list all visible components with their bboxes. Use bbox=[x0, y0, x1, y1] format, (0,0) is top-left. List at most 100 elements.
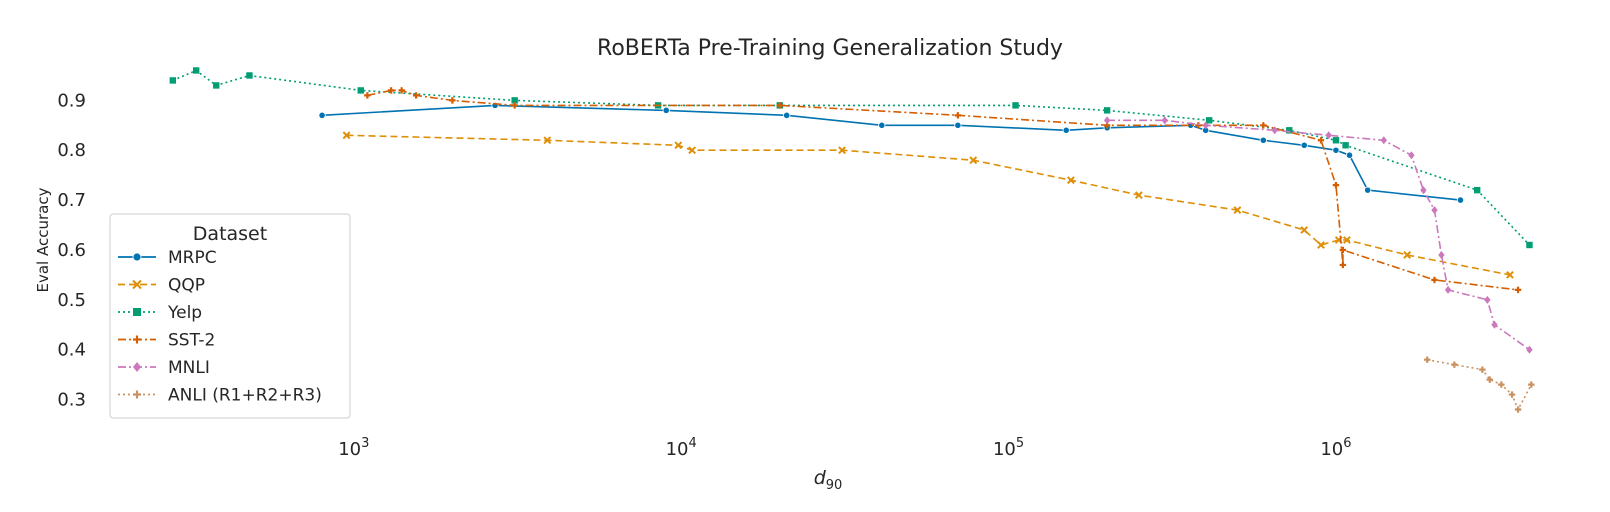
data-point bbox=[357, 87, 364, 94]
data-point bbox=[1431, 206, 1438, 215]
data-point bbox=[878, 121, 886, 129]
data-point bbox=[1484, 295, 1491, 304]
data-point bbox=[1380, 136, 1387, 145]
legend: Dataset MRPC QQP Yelp SST-2 MNLI ANLI (R1+R2+… bbox=[109, 213, 351, 419]
y-tick-label: 0.9 bbox=[57, 90, 86, 111]
data-point bbox=[1317, 137, 1325, 144]
data-point bbox=[1408, 151, 1415, 160]
data-point bbox=[1342, 142, 1349, 149]
x-tick-label: 106 bbox=[1320, 436, 1351, 460]
data-point bbox=[449, 97, 456, 104]
data-point bbox=[969, 156, 978, 165]
legend-label: QQP bbox=[168, 276, 205, 296]
data-point bbox=[1514, 286, 1522, 294]
data-point bbox=[674, 141, 683, 150]
x-tick-label: 105 bbox=[993, 436, 1024, 460]
data-point bbox=[1205, 117, 1213, 124]
data-point bbox=[1103, 116, 1111, 125]
legend-item: MRPC bbox=[118, 248, 217, 268]
y-tick-label: 0.7 bbox=[57, 190, 86, 211]
series-line bbox=[1107, 119, 1530, 351]
legend-item: ANLI (R1+R2+R3) bbox=[118, 386, 322, 406]
x-tick-exponent: 6 bbox=[1343, 436, 1351, 451]
data-point bbox=[1438, 250, 1445, 259]
x-tick-exponent: 4 bbox=[689, 436, 697, 451]
data-point bbox=[1456, 196, 1465, 204]
x-axis-label: d90 bbox=[814, 467, 843, 493]
series-line bbox=[1427, 358, 1533, 412]
data-point bbox=[398, 87, 405, 94]
legend-item: QQP bbox=[118, 276, 205, 296]
data-point bbox=[1202, 121, 1209, 130]
x-tick-label: 103 bbox=[338, 436, 369, 460]
data-point bbox=[1514, 406, 1522, 413]
series-line bbox=[172, 69, 1531, 246]
data-point bbox=[412, 92, 420, 99]
data-point bbox=[1364, 186, 1372, 194]
data-point bbox=[213, 82, 220, 89]
data-point bbox=[1260, 122, 1267, 129]
legend-label: MRPC bbox=[168, 248, 217, 268]
x-axis-label-main: d bbox=[814, 467, 827, 489]
x-tick-label: 104 bbox=[666, 436, 697, 460]
data-point bbox=[776, 102, 783, 109]
legend-item: MNLI bbox=[118, 358, 210, 378]
data-point bbox=[1498, 381, 1505, 388]
data-point bbox=[1161, 116, 1168, 125]
data-point bbox=[1444, 285, 1452, 294]
data-point bbox=[387, 87, 395, 94]
legend-marker bbox=[133, 308, 141, 316]
legend-title: Dataset bbox=[193, 223, 267, 245]
x-tick-base: 10 bbox=[338, 439, 361, 460]
data-point bbox=[1345, 151, 1354, 159]
data-point bbox=[1424, 356, 1431, 363]
legend-marker bbox=[133, 390, 141, 399]
x-tick-labels: 103 104 105 106 bbox=[338, 436, 1351, 460]
data-point bbox=[364, 92, 371, 99]
data-point bbox=[1342, 236, 1351, 244]
data-point bbox=[1259, 136, 1267, 144]
x-tick-exponent: 5 bbox=[1016, 436, 1024, 451]
legend-frame bbox=[109, 213, 351, 419]
data-point bbox=[1526, 345, 1533, 354]
data-point bbox=[1195, 122, 1202, 129]
legend-item: Yelp bbox=[118, 303, 202, 323]
legend-item: SST-2 bbox=[118, 331, 215, 351]
data-point bbox=[1103, 107, 1111, 114]
data-point bbox=[1526, 241, 1533, 249]
data-point bbox=[1473, 186, 1481, 194]
series-layer bbox=[169, 67, 1535, 413]
series-line bbox=[322, 104, 1461, 201]
x-tick-exponent: 3 bbox=[361, 436, 369, 451]
series-3 bbox=[364, 87, 1522, 294]
x-axis-label-subscript: 90 bbox=[826, 478, 843, 493]
y-tick-label: 0.5 bbox=[57, 290, 86, 311]
data-point bbox=[1062, 126, 1070, 134]
data-point bbox=[192, 67, 200, 74]
series-line bbox=[346, 134, 1511, 276]
data-point bbox=[1317, 241, 1325, 249]
data-point bbox=[783, 111, 791, 119]
data-point bbox=[838, 146, 846, 155]
data-point bbox=[1339, 246, 1347, 254]
data-point bbox=[1528, 381, 1535, 388]
data-point bbox=[1066, 176, 1075, 185]
data-point bbox=[1300, 226, 1309, 234]
data-point bbox=[1300, 141, 1308, 149]
legend-marker bbox=[132, 279, 142, 290]
legend-label: MNLI bbox=[168, 358, 210, 378]
data-point bbox=[1403, 251, 1412, 259]
data-point bbox=[1506, 270, 1514, 279]
data-point bbox=[1479, 366, 1486, 373]
chart-title: RoBERTa Pre-Training Generalization Stud… bbox=[597, 36, 1063, 61]
data-point bbox=[954, 121, 962, 129]
x-tick-base: 10 bbox=[1320, 439, 1343, 460]
data-point bbox=[1332, 137, 1340, 144]
y-axis-label: Eval Accuracy bbox=[34, 187, 52, 292]
data-point bbox=[1332, 181, 1340, 189]
data-point bbox=[688, 146, 697, 155]
x-tick-base: 10 bbox=[993, 439, 1016, 460]
data-point bbox=[511, 102, 518, 109]
legend-marker bbox=[132, 252, 142, 262]
y-tick-labels: 0.3 0.4 0.5 0.6 0.7 0.8 0.9 bbox=[57, 90, 86, 410]
